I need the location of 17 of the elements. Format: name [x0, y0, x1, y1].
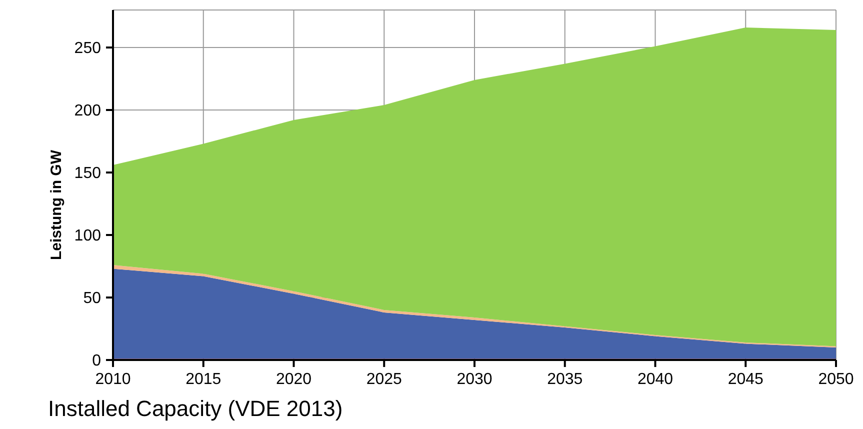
y-tick-label: 250 — [74, 40, 102, 58]
y-axis-title: Leistung in GW — [48, 149, 65, 260]
x-tick-label: 2035 — [547, 371, 583, 388]
y-tick-label: 50 — [83, 290, 102, 308]
y-tick-label: 0 — [92, 352, 102, 370]
x-tick-label: 2015 — [186, 371, 222, 388]
y-tick-label: 200 — [74, 102, 102, 120]
y-tick-label: 100 — [74, 228, 102, 245]
text: Installed Capacity (VDE 2013) — [48, 396, 343, 421]
x-tick-label: 2010 — [95, 371, 131, 388]
x-tick-label: 2040 — [637, 371, 674, 388]
x-tick-label: 2020 — [276, 371, 312, 388]
x-tick-label: 2050 — [818, 371, 854, 388]
x-tick-label: 2030 — [456, 371, 492, 388]
x-tick-label: 2025 — [366, 371, 402, 388]
x-tick-label: 2045 — [728, 371, 764, 388]
y-tick-label: 150 — [74, 165, 102, 182]
